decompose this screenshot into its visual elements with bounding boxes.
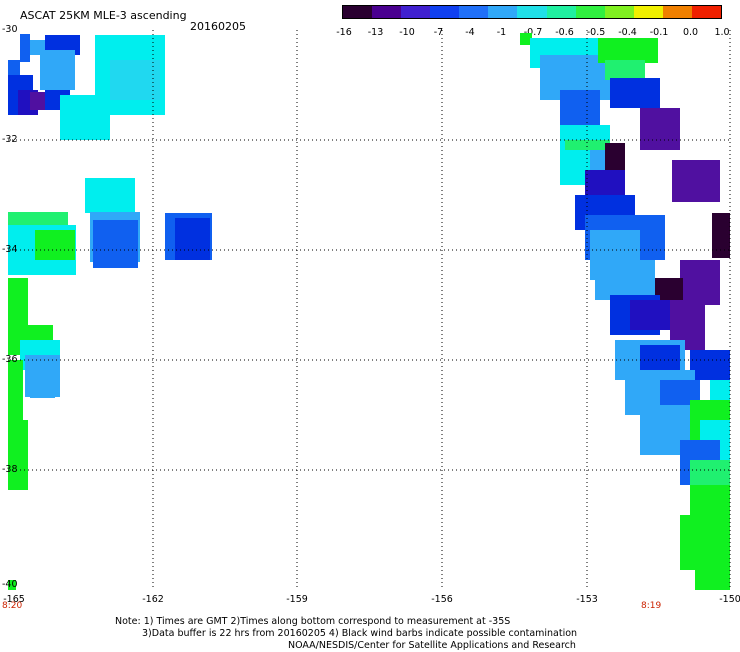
lat-label: -30 bbox=[2, 24, 18, 35]
scale-label: 0.0 bbox=[682, 27, 699, 38]
wind-cell bbox=[20, 34, 30, 62]
scale-label: -0.5 bbox=[586, 27, 606, 38]
wind-cell bbox=[560, 90, 600, 125]
wind-cell bbox=[610, 78, 660, 108]
scale-label: -0.6 bbox=[555, 27, 574, 38]
wind-cell bbox=[8, 580, 16, 590]
wind-cell bbox=[605, 143, 625, 178]
wind-cell bbox=[585, 170, 625, 195]
wind-cell bbox=[93, 220, 138, 268]
scale-swatch bbox=[662, 6, 692, 18]
scale-swatch bbox=[488, 6, 518, 18]
wind-cell bbox=[690, 350, 730, 380]
wind-cell bbox=[8, 420, 28, 490]
wind-cell bbox=[520, 33, 532, 45]
scale-swatch bbox=[604, 6, 634, 18]
scale-label: -16 bbox=[336, 27, 352, 38]
scale-swatch bbox=[343, 6, 373, 18]
lat-label: -36 bbox=[2, 354, 18, 365]
wind-cell bbox=[8, 360, 23, 420]
wind-cell bbox=[8, 212, 68, 227]
scale-label: -0.4 bbox=[618, 27, 637, 38]
wind-cell bbox=[672, 160, 720, 202]
lon-label: -153 bbox=[576, 594, 598, 605]
wind-cell bbox=[695, 560, 730, 590]
scale-swatch bbox=[430, 6, 460, 18]
wind-cell bbox=[712, 213, 730, 258]
wind-cell bbox=[595, 260, 655, 300]
scale-swatch bbox=[401, 6, 431, 18]
scale-label: -1 bbox=[496, 27, 507, 38]
scale-swatch bbox=[546, 6, 576, 18]
wind-cell bbox=[690, 485, 730, 515]
lat-label: -34 bbox=[2, 244, 18, 255]
scale-swatch bbox=[633, 6, 663, 18]
lon-label: -150 bbox=[719, 594, 740, 605]
lat-label: -40 bbox=[2, 579, 18, 590]
color-scale-bar bbox=[342, 5, 722, 19]
wind-cell bbox=[598, 38, 658, 63]
lat-label: -38 bbox=[2, 464, 18, 475]
scale-label: -10 bbox=[399, 27, 415, 38]
wind-cell bbox=[8, 278, 28, 326]
map-title: ASCAT 25KM MLE-3 ascending bbox=[20, 9, 187, 22]
scale-label: -0.7 bbox=[523, 27, 543, 38]
scale-label: -0.1 bbox=[649, 27, 669, 38]
time-label-left: 8:20 bbox=[2, 601, 23, 611]
scale-label: 1.0 bbox=[714, 27, 730, 38]
wind-cell bbox=[35, 230, 75, 260]
wind-cell bbox=[605, 60, 645, 80]
scale-swatch bbox=[372, 6, 402, 18]
wind-cell bbox=[680, 260, 720, 305]
note-line-3: NOAA/NESDIS/Center for Satellite Applica… bbox=[288, 640, 576, 651]
lon-label: -159 bbox=[286, 594, 308, 605]
wind-cell bbox=[630, 300, 670, 330]
grid-lines bbox=[8, 30, 731, 590]
scale-label: -4 bbox=[465, 27, 475, 38]
note-line-2: 3)Data buffer is 22 hrs from 20160205 4)… bbox=[142, 628, 578, 639]
lon-label: -165 bbox=[3, 594, 25, 605]
wind-cell bbox=[175, 218, 210, 260]
wind-cell bbox=[110, 60, 160, 100]
wind-cell bbox=[30, 380, 55, 398]
scale-swatch bbox=[517, 6, 547, 18]
wind-cell bbox=[640, 108, 680, 150]
lon-label: -162 bbox=[142, 594, 164, 605]
wind-cell bbox=[40, 50, 75, 90]
map-plot bbox=[8, 30, 731, 590]
scale-swatch bbox=[459, 6, 489, 18]
scale-label: -7 bbox=[433, 27, 444, 38]
scale-label: -13 bbox=[367, 27, 384, 38]
lon-label: -156 bbox=[431, 594, 453, 605]
time-label-right: 8:19 bbox=[641, 601, 662, 611]
scale-swatch bbox=[575, 6, 605, 18]
note-line-1: Note: 1) Times are GMT 2)Times along bot… bbox=[115, 616, 511, 627]
scale-swatch bbox=[691, 6, 722, 18]
map-date: 20160205 bbox=[190, 20, 246, 33]
data-cells bbox=[8, 33, 730, 590]
lat-label: -32 bbox=[2, 134, 18, 145]
wind-cell bbox=[85, 178, 135, 213]
